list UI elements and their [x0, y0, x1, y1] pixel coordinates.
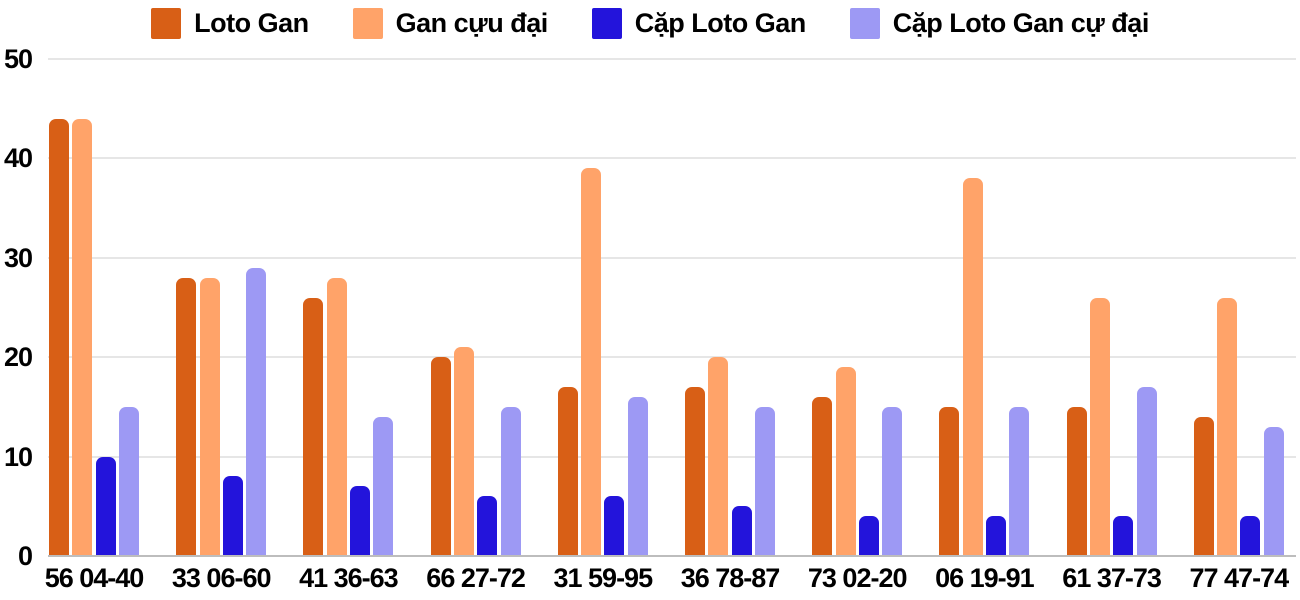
bar-cap-loto-gan-73-02-20[interactable] — [858, 516, 879, 556]
x-axis-baseline — [48, 555, 1296, 557]
legend-swatch-icon — [352, 8, 383, 39]
bar-loto-gan-61-37-73[interactable] — [1066, 406, 1087, 556]
bar-cap-loto-gan-cu-ai-61-37-73[interactable] — [1136, 387, 1157, 556]
bar-group-73-02-20 — [812, 59, 903, 556]
chart-legend: Loto Gan Gan cựu đại Cặp Loto Gan Cặp Loto … — [0, 8, 1300, 39]
bar-gan-cuu-ai-36-78-87[interactable] — [708, 357, 729, 556]
bar-gan-cuu-ai-33-06-60[interactable] — [199, 277, 220, 556]
bar-cap-loto-gan-36-78-87[interactable] — [731, 506, 752, 556]
bar-gan-cuu-ai-56-04-40[interactable] — [72, 118, 93, 556]
bar-cap-loto-gan-41-36-63[interactable] — [350, 486, 371, 556]
x-tick-label-31-59-95: 31 59-95 — [553, 563, 654, 593]
bar-group-66-27-72 — [430, 59, 521, 556]
legend-item-cap-loto-gan-cu-ai[interactable]: Cặp Loto Gan cự đại — [849, 8, 1150, 39]
bar-loto-gan-41-36-63[interactable] — [303, 297, 324, 556]
bar-cap-loto-gan-56-04-40[interactable] — [95, 456, 116, 556]
y-tick-label-0: 0 — [17, 541, 33, 571]
x-tick-label-36-78-87: 36 78-87 — [680, 563, 781, 593]
gridline-40 — [48, 157, 1296, 160]
gridline-10 — [48, 455, 1296, 458]
y-tick-label-50: 50 — [3, 44, 33, 74]
legend-label: Loto Gan — [194, 8, 309, 38]
bar-group-06-19-91 — [939, 59, 1030, 556]
x-tick-label-66-27-72: 66 27-72 — [426, 563, 526, 593]
legend-swatch-icon — [151, 8, 182, 39]
bar-cap-loto-gan-cu-ai-41-36-63[interactable] — [373, 416, 394, 556]
bar-cap-loto-gan-cu-ai-56-04-40[interactable] — [118, 406, 139, 556]
bar-cap-loto-gan-cu-ai-31-59-95[interactable] — [627, 396, 648, 556]
bar-cap-loto-gan-33-06-60[interactable] — [222, 476, 243, 556]
bar-cap-loto-gan-66-27-72[interactable] — [477, 496, 498, 556]
legend-label: Cặp Loto Gan — [634, 8, 807, 38]
bar-loto-gan-56-04-40[interactable] — [49, 118, 69, 556]
legend-item-gan-cuu-ai[interactable]: Gan cựu đại — [352, 8, 549, 39]
bar-cap-loto-gan-61-37-73[interactable] — [1113, 516, 1134, 556]
y-tick-label-30: 30 — [3, 242, 33, 273]
bar-cap-loto-gan-cu-ai-06-19-91[interactable] — [1009, 406, 1030, 556]
gridline-20 — [48, 356, 1296, 359]
bar-loto-gan-31-59-95[interactable] — [557, 387, 578, 556]
bar-group-77-47-74 — [1193, 59, 1284, 556]
x-tick-label-77-47-74: 77 47-74 — [1189, 563, 1290, 593]
x-tick-label-73-02-20: 73 02-20 — [807, 563, 908, 593]
x-tick-label-41-36-63: 41 36-63 — [299, 563, 399, 593]
y-tick-label-10: 10 — [3, 441, 33, 472]
y-tick-label-20: 20 — [3, 342, 33, 373]
bar-group-56-04-40 — [49, 59, 139, 556]
legend-label: Gan cựu đại — [395, 8, 549, 38]
bar-loto-gan-06-19-91[interactable] — [939, 406, 960, 556]
bar-gan-cuu-ai-77-47-74[interactable] — [1217, 297, 1238, 556]
plot-area — [48, 58, 1296, 557]
bar-cap-loto-gan-cu-ai-36-78-87[interactable] — [754, 406, 775, 556]
legend-item-cap-loto-gan[interactable]: Cặp Loto Gan — [591, 8, 807, 39]
bar-cap-loto-gan-06-19-91[interactable] — [986, 516, 1007, 556]
legend-swatch-icon — [849, 8, 880, 39]
y-tick-label-40: 40 — [3, 143, 33, 174]
bar-cap-loto-gan-cu-ai-77-47-74[interactable] — [1263, 426, 1284, 556]
bar-loto-gan-33-06-60[interactable] — [176, 277, 197, 556]
x-axis: 56 04-40 33 06-60 41 36-63 66 27-72 31 59-95… — [45, 562, 1296, 596]
bar-cap-loto-gan-cu-ai-33-06-60[interactable] — [246, 267, 267, 556]
bar-loto-gan-66-27-72[interactable] — [430, 357, 451, 556]
x-tick-label-56-04-40: 56 04-40 — [44, 563, 145, 593]
bar-cap-loto-gan-cu-ai-73-02-20[interactable] — [882, 406, 903, 556]
bar-gan-cuu-ai-31-59-95[interactable] — [581, 168, 602, 556]
bar-loto-gan-77-47-74[interactable] — [1193, 416, 1214, 556]
bar-gan-cuu-ai-73-02-20[interactable] — [835, 367, 856, 556]
bar-group-36-78-87 — [685, 59, 775, 556]
bar-group-41-36-63 — [303, 59, 394, 556]
bar-group-61-37-73 — [1066, 59, 1157, 556]
bar-cap-loto-gan-cu-ai-66-27-72[interactable] — [500, 406, 521, 556]
gridline-30 — [48, 256, 1296, 259]
legend-label: Cặp Loto Gan cự đại — [892, 8, 1150, 38]
bar-gan-cuu-ai-41-36-63[interactable] — [326, 277, 347, 556]
bar-loto-gan-73-02-20[interactable] — [812, 396, 833, 556]
x-tick-label-61-37-73: 61 37-73 — [1062, 563, 1162, 593]
x-tick-label-33-06-60: 33 06-60 — [171, 563, 272, 593]
legend-item-loto-gan[interactable]: Loto Gan — [151, 8, 309, 39]
bar-gan-cuu-ai-06-19-91[interactable] — [962, 178, 983, 556]
legend-swatch-icon — [591, 8, 622, 39]
gridline-50 — [48, 58, 1296, 60]
bar-group-33-06-60 — [176, 59, 267, 556]
y-axis: 0 10 20 30 40 50 — [0, 45, 34, 570]
bar-gan-cuu-ai-66-27-72[interactable] — [453, 347, 474, 556]
bar-loto-gan-36-78-87[interactable] — [685, 387, 705, 556]
x-tick-label-06-19-91: 06 19-91 — [935, 563, 1035, 593]
bar-cap-loto-gan-31-59-95[interactable] — [604, 496, 625, 556]
bar-group-31-59-95 — [557, 59, 648, 556]
bar-cap-loto-gan-77-47-74[interactable] — [1240, 516, 1261, 556]
bar-gan-cuu-ai-61-37-73[interactable] — [1089, 297, 1110, 556]
